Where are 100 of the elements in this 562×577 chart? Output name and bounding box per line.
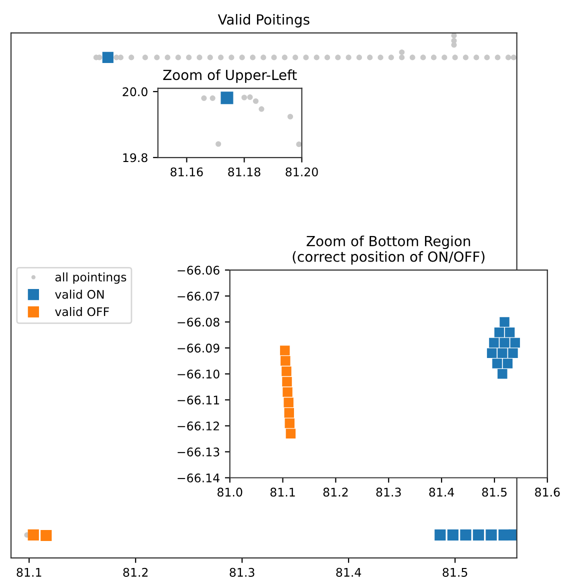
y-tick-label: −66.10	[178, 370, 220, 379]
point	[324, 54, 330, 60]
x-tick-label: 81.0	[218, 488, 242, 497]
point	[500, 338, 510, 348]
x-tick-label: 81.16	[170, 167, 203, 176]
point	[346, 54, 352, 60]
point	[314, 54, 320, 60]
point	[502, 358, 513, 368]
point	[510, 54, 516, 60]
y-tick-label: −66.11	[178, 396, 220, 405]
point	[452, 54, 458, 60]
point	[434, 529, 446, 541]
point	[252, 98, 259, 104]
x-tick-label: 81.2	[123, 568, 148, 577]
point	[280, 356, 290, 366]
y-tick-label: 19.8	[123, 153, 148, 162]
point	[472, 529, 484, 541]
point	[460, 529, 472, 541]
point	[250, 54, 256, 60]
point	[500, 317, 510, 327]
point	[410, 54, 416, 60]
point	[378, 54, 384, 60]
point	[506, 54, 512, 60]
point	[241, 94, 248, 100]
y-tick-label: −66.09	[178, 344, 220, 353]
point	[40, 530, 52, 542]
point	[218, 54, 224, 60]
y-tick-label: −66.08	[178, 318, 220, 327]
point	[462, 54, 468, 60]
point	[196, 54, 202, 60]
point	[303, 54, 309, 60]
y-tick-label: −66.14	[178, 473, 220, 482]
point	[284, 398, 294, 408]
point	[335, 54, 341, 60]
point	[282, 387, 292, 397]
x-tick-label: 81.2	[323, 488, 348, 497]
point	[498, 369, 508, 379]
point	[399, 54, 405, 60]
point	[220, 92, 234, 104]
point	[420, 54, 426, 60]
y-tick-label: −66.12	[178, 422, 219, 430]
point	[282, 376, 292, 387]
point	[102, 52, 114, 63]
y-tick-label: −66.13	[178, 448, 220, 456]
point	[292, 54, 298, 60]
point	[296, 142, 302, 148]
point	[486, 348, 497, 358]
point	[260, 54, 266, 60]
point	[494, 54, 500, 60]
point	[430, 54, 437, 60]
y-tick-label: −66.06	[178, 266, 220, 275]
point	[504, 327, 515, 338]
point	[164, 54, 170, 60]
x-tick-label: 81.5	[482, 488, 507, 497]
point	[498, 348, 508, 358]
y-tick-label: −66.07	[178, 292, 220, 301]
point	[282, 54, 288, 60]
point	[239, 54, 245, 60]
point	[356, 54, 362, 60]
x-tick-label: 81.4	[336, 568, 362, 577]
x-tick-label: 81.1	[270, 488, 295, 497]
point	[508, 348, 518, 358]
legend-label: all pointings	[55, 272, 126, 284]
point	[201, 95, 207, 101]
point	[388, 54, 394, 60]
x-tick-label: 81.6	[535, 488, 560, 497]
chart-title: Zoom of Bottom Region (correct position of ON/OFF)	[292, 236, 484, 265]
x-tick-label: 81.18	[228, 167, 260, 176]
point	[284, 418, 295, 428]
point	[484, 54, 490, 60]
point	[247, 94, 253, 100]
point	[271, 54, 277, 60]
point	[175, 54, 181, 60]
point	[258, 106, 264, 112]
point	[154, 54, 160, 60]
x-tick-label: 81.3	[376, 488, 401, 497]
x-tick-label: 81.20	[286, 167, 318, 176]
point	[510, 338, 520, 348]
point	[286, 428, 296, 438]
chart-title: Valid Poitings	[218, 14, 310, 28]
point	[442, 54, 448, 60]
point	[474, 54, 480, 60]
point	[399, 49, 405, 55]
y-tick-label: 20.0	[122, 87, 148, 96]
legend-label: valid OFF	[55, 307, 109, 316]
x-tick-label: 81.4	[429, 488, 454, 497]
x-tick-label: 81.3	[230, 568, 254, 577]
point	[498, 529, 510, 541]
point	[447, 529, 458, 541]
point	[489, 338, 499, 348]
legend-label: valid ON	[55, 290, 104, 299]
point	[492, 358, 502, 368]
x-tick-label: 81.1	[16, 568, 42, 577]
point	[288, 114, 294, 120]
point	[367, 54, 373, 60]
point	[284, 408, 294, 418]
point	[494, 327, 504, 338]
point	[282, 366, 292, 376]
point	[280, 346, 290, 356]
point	[28, 529, 39, 541]
